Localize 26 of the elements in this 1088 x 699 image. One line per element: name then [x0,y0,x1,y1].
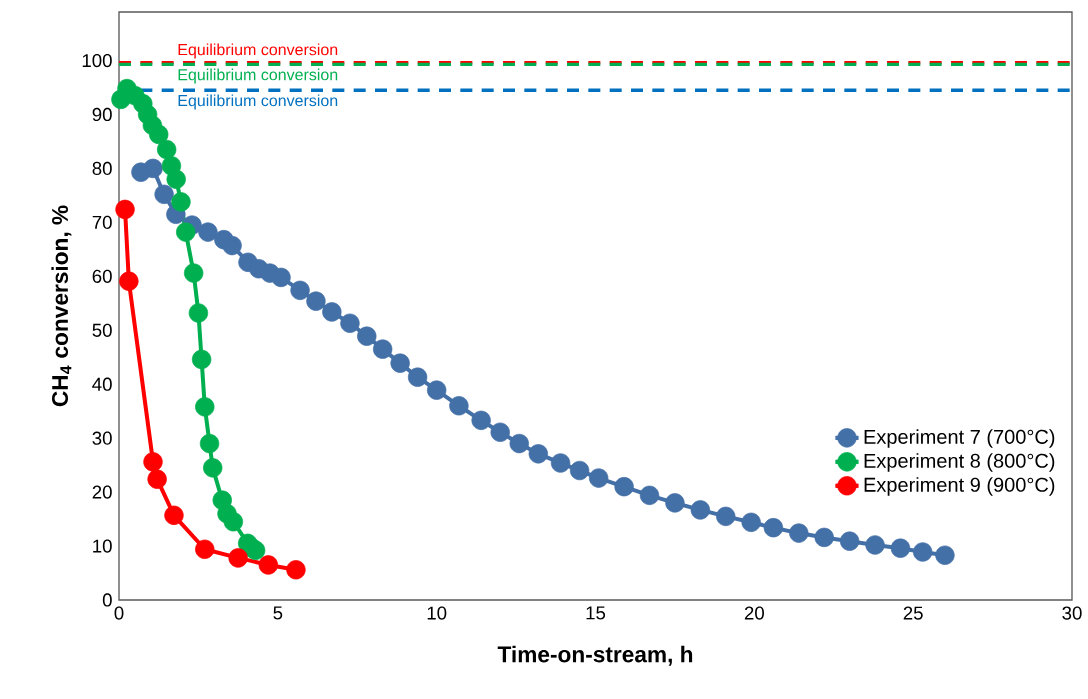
x-tick-label: 30 [1062,606,1082,620]
y-tick-label: 80 [92,161,112,176]
x-tick-label: 15 [586,606,606,620]
y-axis-title: CH$_{4}$ conversion, % [51,205,72,407]
y-tick-label: 10 [93,539,112,553]
ref-line-label: Equilibrium conversion [178,94,338,110]
y-tick-label: 50 [92,323,112,337]
y-tick-label: 60 [92,269,112,283]
x-axis-title: Time-on-stream, h [497,645,693,666]
y-tick-label: 90 [92,107,112,122]
y-tick-label: 40 [92,377,112,391]
x-tick-label: 25 [903,606,923,620]
x-tick-label: 0 [114,606,124,620]
ref-line-label: Equilibrium conversion [178,68,338,84]
y-tick-label: 70 [92,215,112,229]
y-tick-label: 30 [92,431,112,445]
legend-label: Experiment 8 (800°C) [864,453,1055,472]
ref-line-label: Equilibrium conversion [178,43,338,59]
y-tick-label: 0 [102,593,112,607]
x-tick-label: 20 [744,606,764,620]
legend-label: Experiment 9 (900°C) [864,477,1055,496]
legend-label: Experiment 7 (700°C) [864,429,1055,448]
y-tick-label: 100 [82,53,112,68]
x-tick-label: 10 [427,606,447,620]
x-tick-label: 5 [273,606,283,620]
y-tick-label: 20 [92,485,112,499]
